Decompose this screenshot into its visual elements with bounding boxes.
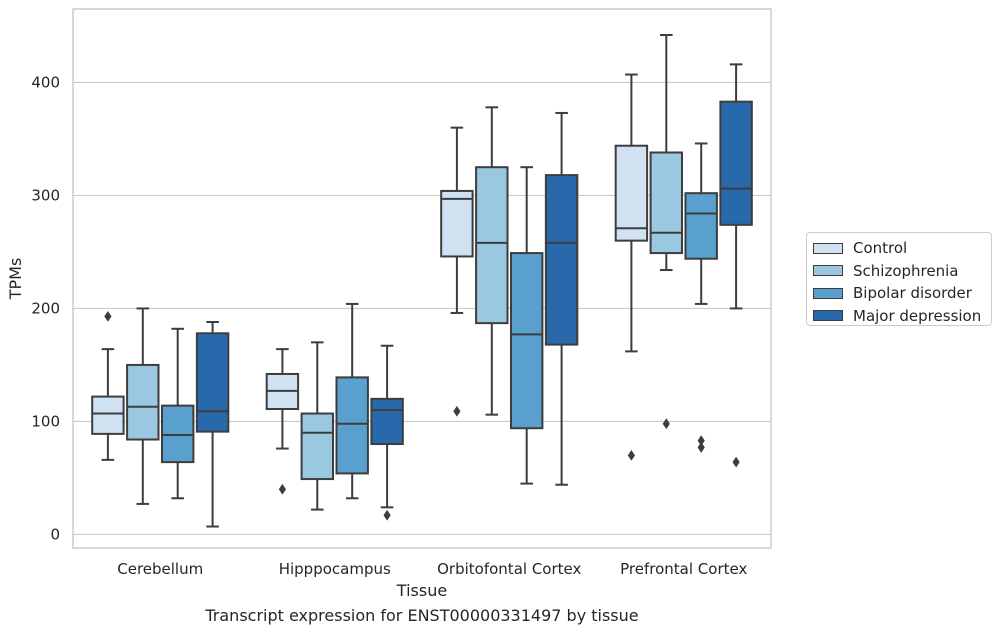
outlier-prefrontal-cortex-control-0 <box>627 449 635 461</box>
box-prefrontal-cortex-bipolar-disorder <box>684 192 718 260</box>
x-tick-label-hipppocampus: Hipppocampus <box>279 560 391 578</box>
box-hipppocampus-major-depression <box>370 397 404 446</box>
outlier-prefrontal-cortex-major-depression-0 <box>732 456 740 468</box>
legend-label-control: Control <box>853 239 908 258</box>
plot-frame <box>72 8 772 549</box>
outlier-cerebellum-control-0 <box>104 310 112 322</box>
outlier-orbitofontal-cortex-control-0 <box>453 405 461 417</box>
y-tick-label-400: 400 <box>31 73 60 91</box>
box-prefrontal-cortex-major-depression <box>719 100 753 226</box>
legend-label-schizophrenia: Schizophrenia <box>853 261 959 280</box>
legend-item-major-depression: Major depression <box>813 305 991 328</box>
box-cerebellum-schizophrenia <box>126 363 160 441</box>
outlier-hipppocampus-control-0 <box>278 483 286 495</box>
box-orbitofontal-cortex-schizophrenia <box>475 166 509 325</box>
box-prefrontal-cortex-schizophrenia <box>649 151 684 255</box>
box-orbitofontal-cortex-bipolar-disorder <box>509 252 544 430</box>
legend-item-control: Control <box>813 237 991 260</box>
outlier-prefrontal-cortex-bipolar-disorder-0 <box>697 442 705 453</box>
legend-label-bipolar-disorder: Bipolar disorder <box>853 284 972 303</box>
chart-legend: Control Schizophrenia Bipolar disorder M… <box>806 232 992 326</box>
legend-swatch-schizophrenia <box>813 265 843 277</box>
box-cerebellum-control <box>91 395 125 435</box>
legend-swatch-bipolar-disorder <box>813 287 843 299</box>
box-orbitofontal-cortex-control <box>440 189 474 258</box>
box-prefrontal-cortex-control <box>614 144 649 242</box>
outlier-prefrontal-cortex-schizophrenia-0 <box>662 418 670 430</box>
legend-item-bipolar-disorder: Bipolar disorder <box>813 282 991 305</box>
x-tick-label-prefrontal-cortex: Prefrontal Cortex <box>620 560 747 578</box>
legend-swatch-control <box>813 242 843 254</box>
x-tick-label-orbitofontal-cortex: Orbitofontal Cortex <box>437 560 581 578</box>
x-axis-label: Tissue <box>396 581 447 600</box>
legend-item-schizophrenia: Schizophrenia <box>813 260 991 283</box>
y-tick-label-0: 0 <box>50 525 60 543</box>
box-cerebellum-bipolar-disorder <box>160 404 195 464</box>
box-orbitofontal-cortex-major-depression <box>544 174 579 346</box>
legend-swatch-major-depression <box>813 310 843 322</box>
legend-label-major-depression: Major depression <box>853 306 982 325</box>
chart-caption: Transcript expression for ENST0000033149… <box>205 606 639 625</box>
y-tick-label-100: 100 <box>31 412 60 430</box>
y-axis-label: TPMs <box>6 258 25 301</box>
x-tick-label-cerebellum: Cerebellum <box>117 560 203 578</box>
outlier-prefrontal-cortex-bipolar-disorder-1 <box>697 435 705 447</box>
box-cerebellum-major-depression <box>195 332 230 433</box>
y-tick-label-200: 200 <box>31 299 60 317</box>
y-tick-label-300: 300 <box>31 186 60 204</box>
box-hipppocampus-bipolar-disorder <box>335 376 369 475</box>
box-hipppocampus-schizophrenia <box>300 412 335 481</box>
outlier-hipppocampus-major-depression-0 <box>383 509 391 521</box>
